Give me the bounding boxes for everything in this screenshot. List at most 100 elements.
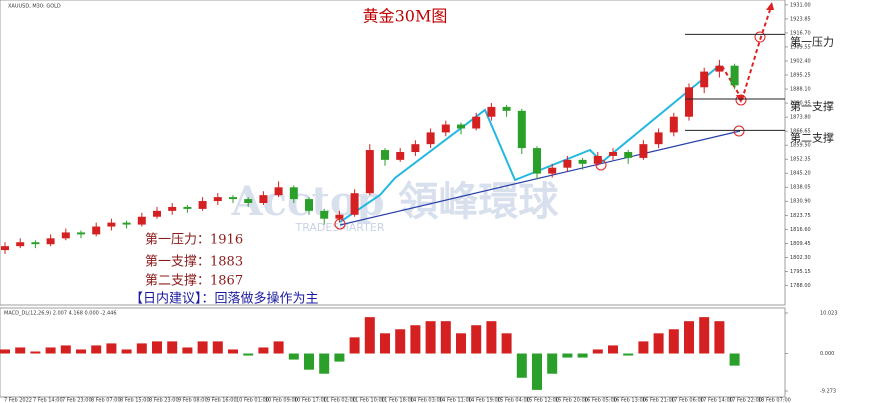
note: 第二支撑：1867 [145,274,243,289]
x-tick-label: 16 Feb 21:00 [642,398,675,403]
candle-body [730,65,739,86]
macd-bar [106,343,117,354]
y-tick-label: 1902.40 [790,59,811,65]
note: 第一压力：1916 [145,233,243,248]
candle-body [502,106,511,111]
macd-bar [228,349,238,354]
y-tick-label: 1788.00 [790,283,811,289]
candle-body [31,242,40,245]
candle-body [700,71,709,88]
macd-bar [684,321,694,354]
x-tick-label: 10 Feb 01:00 [236,398,269,403]
symbol-label: XAUUSD, M30: GOLD [8,4,61,10]
macd-bar [577,353,588,358]
x-tick-label: 11 Feb 18:00 [381,398,414,403]
candle-body [669,116,678,133]
x-tick-label: 17 Feb 06:00 [671,398,704,403]
y-tick-label: 1880.95 [790,101,811,107]
candle-body [1,246,9,251]
y-tick-label: 1859.50 [790,143,811,149]
y-tick-label: 1909.55 [790,44,811,50]
candle-body [320,210,329,219]
macd-bar [319,353,330,374]
candle-body [578,159,587,164]
candle-body [213,197,222,202]
y-tick-label: 1802.30 [790,255,811,261]
y-tick-label: -9.273 [820,389,836,395]
macd-bar [152,341,162,354]
candle-body [153,210,161,217]
candle-body [411,144,420,153]
candle-body [609,152,617,156]
y-tick-label: 10.023 [820,311,838,317]
macd-bar [532,353,542,390]
candle-body [715,65,724,72]
macd-bar [653,333,664,354]
macd-bar [197,341,208,354]
macd-bar [547,353,558,374]
macd-bar [623,353,634,356]
watermark-sub: TRADESMARTER [294,221,384,234]
macd-bar [364,317,375,354]
trend-line [339,130,741,226]
macd-bar [15,347,26,354]
x-tick-label: 15 Feb 04:00 [497,398,530,403]
candle-body [426,132,435,145]
macd-bar [410,325,421,354]
y-tick-label: 1916.70 [790,30,811,36]
y-tick-label: 1931.00 [790,2,811,8]
macd-bar [136,343,147,354]
candle-body [563,159,572,168]
macd-bar [167,341,178,354]
x-tick-label: 11 Feb 02:00 [323,398,356,403]
y-tick-label: 1795.15 [790,269,811,275]
x-tick-label: 15 Feb 20:00 [555,398,588,403]
macd-bar [699,317,710,354]
x-tick-label: 9 Feb 08:00 [178,398,208,403]
macd-bar [334,353,345,362]
candle-body [335,214,344,219]
y-tick-label: 1888.10 [790,87,811,93]
candle-body [365,150,374,194]
candle-body [517,110,526,149]
x-tick-label: 7 Feb 2022 [4,398,32,403]
note: 第一支撑：1883 [145,255,243,270]
candle-body [61,232,70,239]
macd-bar [121,349,132,354]
macd-bar [91,345,102,354]
x-tick-label: 11 Feb 10:00 [352,398,385,403]
x-tick-label: 10 Feb 09:00 [265,398,298,403]
macd-bar [304,353,314,370]
candle-body [168,206,177,211]
candle-body [46,238,55,245]
level-label: 第一压力 [790,34,834,48]
candle-body [381,150,389,160]
y-tick-label: 1823.75 [790,213,811,219]
x-tick-label: 17 Feb 22:00 [729,398,762,403]
macd-bar [0,349,10,354]
x-tick-label: 8 Feb 23:00 [149,398,179,403]
y-tick-label: 1873.80 [790,115,811,121]
macd-bar [212,341,223,354]
macd-bar [516,353,527,378]
x-tick-label: 10 Feb 17:00 [294,398,327,403]
x-tick-label: 8 Feb 15:00 [120,398,150,403]
level-label: 第二支撑 [790,130,834,144]
macd-bar [714,321,725,354]
arrow-head [766,2,774,10]
marker-circle [754,31,766,43]
candle-body [685,87,693,117]
macd-bar [395,329,406,354]
x-tick-label: 14 Feb 03:00 [410,398,443,403]
macd-bar [45,347,56,354]
candle-body [122,222,131,225]
x-tick-label: 7 Feb 23:00 [62,398,92,403]
candle-body [396,152,405,160]
macd-bar [440,321,451,354]
macd-bar [243,353,254,356]
macd-bar [486,321,497,354]
x-tick-label: 7 Feb 14:00 [33,398,63,403]
macd-bar [592,349,603,354]
marker-circle [733,125,745,137]
x-tick-label: 9 Feb 16:00 [207,398,237,403]
